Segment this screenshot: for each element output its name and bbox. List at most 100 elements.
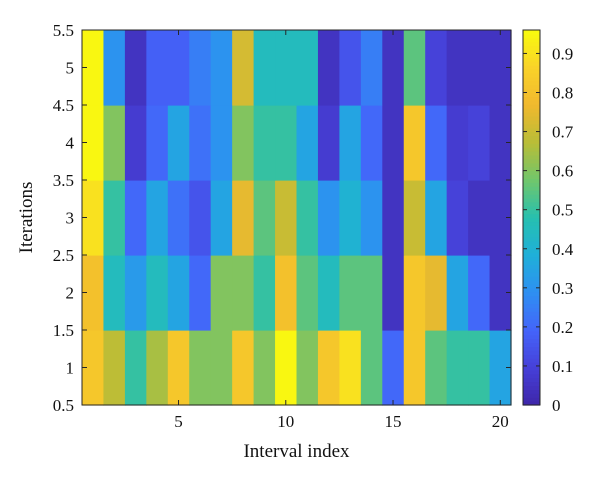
heatmap-cell [232, 30, 255, 106]
colorbar-tick-label: 0 [552, 396, 561, 415]
y-tick-label: 1.5 [53, 321, 74, 340]
heatmap-cell [468, 255, 491, 331]
heatmap-cell [210, 255, 233, 331]
heatmap-cell [124, 255, 147, 331]
colorbar-segment [523, 326, 540, 332]
colorbar-segment [523, 178, 540, 183]
heatmap-cell [446, 330, 469, 406]
colorbar-segment [523, 264, 540, 269]
colorbar-segment [523, 213, 540, 219]
heatmap-cell [446, 180, 469, 256]
heatmap-cell [468, 330, 491, 406]
heatmap-cell [317, 255, 340, 331]
heatmap-cell [317, 330, 340, 406]
colorbar-segment [523, 155, 540, 160]
heatmap-cell [468, 180, 491, 256]
colorbar-tick-label: 0.7 [552, 123, 574, 142]
heatmap-cell [189, 255, 212, 331]
heatmap-cell [146, 180, 169, 256]
heatmap-cell [339, 255, 362, 331]
x-axis: 5 10 15 20 [174, 30, 509, 431]
heatmap-cell [403, 330, 426, 406]
colorbar-segment [523, 80, 540, 86]
colorbar-segment [523, 272, 540, 277]
heatmap-cell [275, 330, 298, 406]
heatmap-cell [103, 105, 126, 181]
heatmap-cell [317, 180, 340, 256]
heatmap-cell [360, 330, 383, 406]
heatmap-cell [339, 105, 362, 181]
colorbar-segment [523, 49, 540, 55]
colorbar-segment [523, 170, 540, 176]
colorbar-segment [523, 119, 540, 125]
heatmap-cell [210, 330, 233, 406]
colorbar-segment [523, 401, 540, 406]
colorbar-segment [523, 322, 540, 328]
heatmap-cell [253, 255, 276, 331]
heatmap-cell [124, 105, 147, 181]
heatmap-cell [317, 105, 340, 181]
colorbar-segment [523, 158, 540, 164]
y-tick-label: 5 [66, 59, 75, 78]
colorbar-segment [523, 385, 540, 390]
heatmap-cell [382, 255, 405, 331]
heatmap-cell [210, 180, 233, 256]
heatmap-cell [82, 30, 105, 106]
heatmap-cell [382, 330, 405, 406]
heatmap-cell [489, 180, 512, 256]
heatmap-cell [360, 180, 383, 256]
colorbar-tick-label: 0.8 [552, 84, 573, 103]
colorbar-segment [523, 268, 540, 273]
colorbar-segment [523, 346, 540, 351]
heatmap-cell [103, 330, 126, 406]
colorbar: 0 0.1 0.2 0.3 0.4 0.5 0.6 0.7 0.8 0.9 [522, 29, 574, 415]
colorbar-segment [523, 311, 540, 316]
colorbar-segment [523, 33, 540, 39]
heatmap-cell [317, 30, 340, 106]
colorbar-segment [523, 115, 540, 121]
colorbar-segment [523, 342, 540, 348]
heatmap-cell [146, 105, 169, 181]
heatmap-cell [446, 255, 469, 331]
y-tick-label: 3.5 [53, 171, 74, 190]
colorbar-tick-label: 0.2 [552, 318, 573, 337]
colorbar-segment [523, 291, 540, 297]
heatmap-cell [189, 180, 212, 256]
colorbar-segment [523, 252, 540, 258]
heatmap-cell [167, 330, 190, 406]
heatmap-cell [232, 255, 255, 331]
heatmap-cell [146, 330, 169, 406]
colorbar-tick-label: 0.3 [552, 279, 573, 298]
colorbar-segment [523, 127, 540, 133]
x-tick-label: 20 [492, 412, 509, 431]
colorbar-segment [523, 299, 540, 305]
colorbar-segment [523, 147, 540, 152]
colorbar-segment [523, 100, 540, 105]
heatmap-cell [360, 30, 383, 106]
y-tick-label: 2 [66, 284, 75, 303]
heatmap-cell [425, 105, 448, 181]
colorbar-segment [523, 45, 540, 51]
colorbar-segment [523, 30, 540, 35]
heatmap-cell [167, 180, 190, 256]
y-tick-label: 1 [66, 359, 75, 378]
colorbar-segment [523, 92, 540, 98]
colorbar-segment [523, 76, 540, 82]
y-tick-label: 5.5 [53, 21, 74, 40]
heatmap-cell [489, 255, 512, 331]
heatmap-cell [275, 105, 298, 181]
heatmap-cell [446, 105, 469, 181]
heatmap-cell [339, 180, 362, 256]
colorbar-segment [523, 123, 540, 129]
heatmap-cell [339, 30, 362, 106]
colorbar-segment [523, 166, 540, 172]
colorbar-segment [523, 174, 540, 180]
colorbar-segment [523, 276, 540, 281]
colorbar-segment [523, 72, 540, 78]
heatmap-cell [360, 105, 383, 181]
colorbar-segment [523, 96, 540, 101]
y-axis-label: Iterations [16, 182, 37, 254]
colorbar-segment [523, 53, 540, 58]
heatmap-cell [382, 30, 405, 106]
